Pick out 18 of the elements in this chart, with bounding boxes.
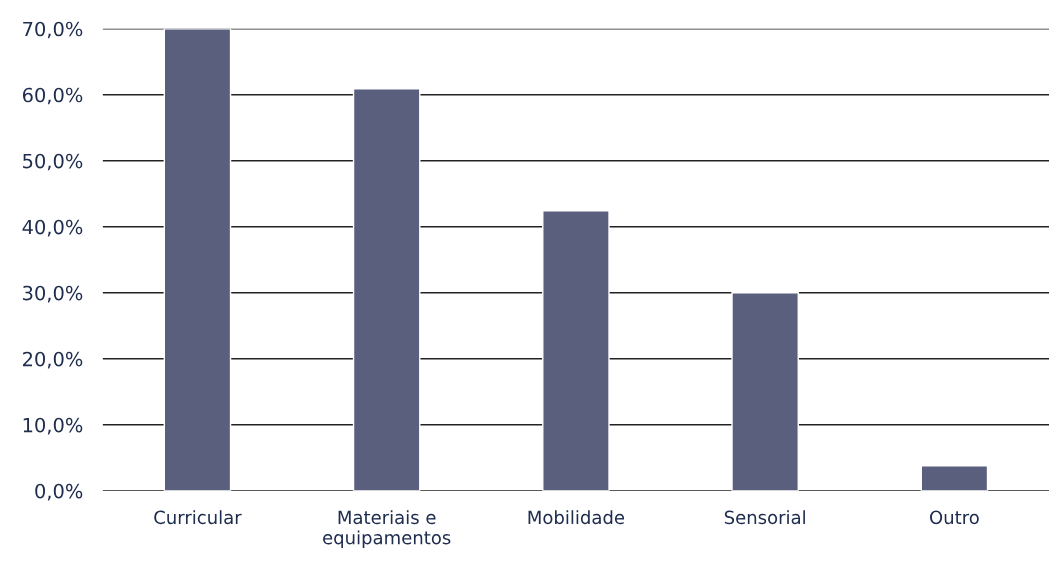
y-tick-label: 70,0% <box>23 21 83 39</box>
y-tick-label: 20,0% <box>23 351 83 369</box>
bar <box>163 28 232 491</box>
y-tick-label: 60,0% <box>22 87 83 105</box>
x-tick-label: Sensorial <box>724 510 805 525</box>
x-tick-label: Outro <box>929 510 979 525</box>
bar <box>542 210 610 491</box>
bar <box>731 292 799 491</box>
y-tick-label: 30,0% <box>23 285 83 303</box>
x-tick-label: Materiais e equipamentos <box>323 510 451 548</box>
y-tick-label: 40,0% <box>22 219 83 237</box>
y-tick-label: 50,0% <box>23 153 83 171</box>
bar <box>920 464 989 491</box>
bar <box>352 88 421 491</box>
y-tick-label: 0,0% <box>35 483 83 501</box>
y-tick-label: 10,0% <box>23 417 83 435</box>
x-tick-label: Curricular <box>154 510 242 525</box>
x-tick-label: Mobilidade <box>528 510 625 525</box>
